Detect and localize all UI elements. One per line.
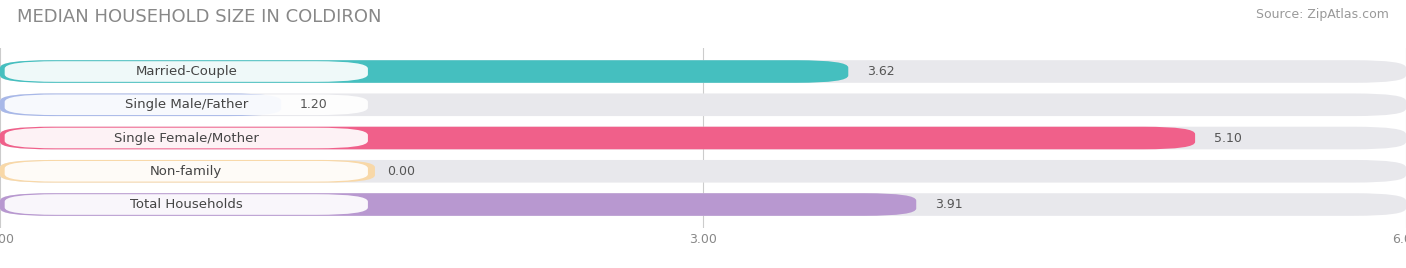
Text: 5.10: 5.10	[1213, 132, 1241, 144]
FancyBboxPatch shape	[0, 127, 1195, 149]
Text: Married-Couple: Married-Couple	[135, 65, 238, 78]
FancyBboxPatch shape	[0, 160, 1406, 183]
FancyBboxPatch shape	[0, 193, 1406, 216]
FancyBboxPatch shape	[4, 194, 368, 215]
Text: Single Male/Father: Single Male/Father	[125, 98, 247, 111]
Text: 1.20: 1.20	[299, 98, 328, 111]
Text: 3.91: 3.91	[935, 198, 963, 211]
FancyBboxPatch shape	[4, 128, 368, 148]
Text: 0.00: 0.00	[387, 165, 415, 178]
FancyBboxPatch shape	[0, 94, 1406, 116]
Text: Non-family: Non-family	[150, 165, 222, 178]
FancyBboxPatch shape	[0, 127, 1406, 149]
FancyBboxPatch shape	[0, 60, 848, 83]
FancyBboxPatch shape	[0, 160, 375, 183]
FancyBboxPatch shape	[0, 60, 1406, 83]
Text: Total Households: Total Households	[129, 198, 243, 211]
FancyBboxPatch shape	[0, 94, 281, 116]
Text: Source: ZipAtlas.com: Source: ZipAtlas.com	[1256, 8, 1389, 21]
FancyBboxPatch shape	[4, 161, 368, 182]
Text: MEDIAN HOUSEHOLD SIZE IN COLDIRON: MEDIAN HOUSEHOLD SIZE IN COLDIRON	[17, 8, 381, 26]
FancyBboxPatch shape	[4, 61, 368, 82]
FancyBboxPatch shape	[0, 193, 917, 216]
FancyBboxPatch shape	[4, 94, 368, 115]
Text: 3.62: 3.62	[868, 65, 894, 78]
Text: Single Female/Mother: Single Female/Mother	[114, 132, 259, 144]
